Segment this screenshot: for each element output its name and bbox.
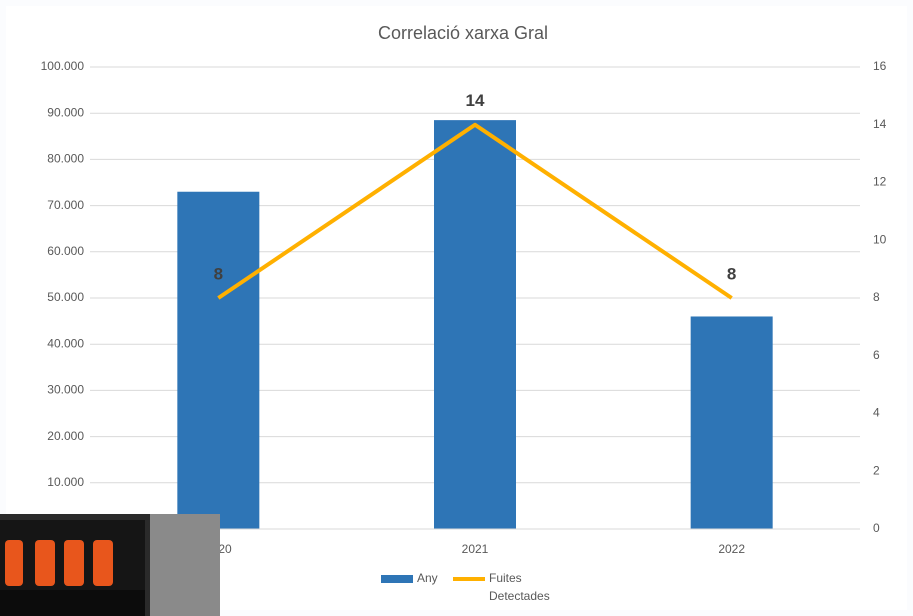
y2-tick-label: 14 [873,117,887,131]
y-tick-label: 70.000 [47,198,84,212]
y2-tick-label: 0 [873,521,880,535]
data-label: 14 [466,91,485,110]
data-label: 8 [214,264,223,283]
bar [177,191,260,530]
y-tick-label: 50.000 [47,290,84,304]
x-tick-label: 2021 [462,542,489,556]
y-tick-label: 10.000 [47,475,84,489]
y-tick-label: 80.000 [47,152,84,166]
legend-swatch [381,575,413,583]
y2-tick-label: 10 [873,232,887,246]
y-tick-label: 90.000 [47,105,84,119]
x-tick-label: 2022 [718,542,745,556]
y-tick-label: 100.000 [41,59,85,73]
y2-tick-label: 8 [873,290,880,304]
photo [0,514,220,616]
bar [690,316,773,529]
y-tick-label: 30.000 [47,383,84,397]
bar [434,120,516,529]
y-tick-label: 60.000 [47,244,84,258]
y-tick-label: 20.000 [47,429,84,443]
y2-tick-label: 16 [873,59,887,73]
y2-tick-label: 12 [873,175,887,189]
y2-tick-label: 6 [873,348,880,362]
y-tick-label: 40.000 [47,336,84,350]
y2-tick-label: 2 [873,463,880,477]
line [217,122,733,300]
y2-tick-label: 4 [873,406,880,420]
data-label: 8 [727,264,736,283]
chart-title: Correlació xarxa Gral [378,23,548,43]
legend-label: Fuites Detectades [489,571,550,603]
legend-label: Any [417,571,438,585]
